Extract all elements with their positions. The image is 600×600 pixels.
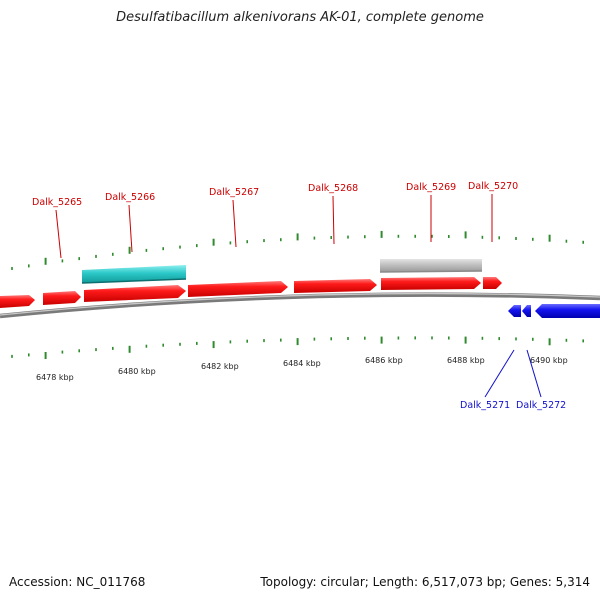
- scale-label: 6484 kbp: [283, 359, 321, 368]
- gene-label-dalk-5267[interactable]: Dalk_5267: [209, 187, 259, 198]
- gene-label-dalk-5271[interactable]: Dalk_5271: [460, 400, 510, 411]
- gene-label-leaders: [55, 194, 542, 398]
- gene-arrow-forward-dalk-5268[interactable]: [294, 279, 377, 293]
- gene-labels: Dalk_5265 Dalk_5266 Dalk_5267 Dalk_5268 …: [32, 181, 566, 411]
- gene-gray-feature[interactable]: [380, 259, 482, 272]
- scale-label: 6490 kbp: [530, 356, 568, 365]
- gene-label-dalk-5266[interactable]: Dalk_5266: [105, 192, 155, 203]
- gene-label-dalk-5268[interactable]: Dalk_5268: [308, 183, 358, 194]
- gene-arrow-reverse-dalk-5271[interactable]: [508, 305, 521, 317]
- page-title: Desulfatibacillum alkenivorans AK-01, co…: [116, 10, 484, 25]
- gene-label-dalk-5272[interactable]: Dalk_5272: [516, 400, 566, 411]
- scale-labels: 6478 kbp 6480 kbp 6482 kbp 6484 kbp 6486…: [36, 356, 568, 382]
- gene-arrow-forward[interactable]: [43, 291, 81, 305]
- gene-arrow-forward-dalk-5267[interactable]: [188, 281, 288, 297]
- genome-backbone: [0, 292, 600, 319]
- scale-label: 6486 kbp: [365, 356, 403, 365]
- genome-summary-text: Topology: circular; Length: 6,517,073 bp…: [260, 575, 590, 589]
- bottom-tick-marks: [11, 336, 585, 359]
- top-tick-marks: [11, 230, 585, 270]
- gene-highlight-cyan[interactable]: [82, 265, 186, 283]
- gene-arrow-forward-dalk-5269[interactable]: [381, 277, 481, 290]
- gene-label-dalk-5269[interactable]: Dalk_5269: [406, 182, 456, 193]
- gene-label-dalk-5265[interactable]: Dalk_5265: [32, 197, 82, 208]
- gene-arrow-reverse-dalk-5272[interactable]: [522, 305, 531, 317]
- scale-label: 6478 kbp: [36, 373, 74, 382]
- scale-label: 6488 kbp: [447, 356, 485, 365]
- gene-arrow-forward-dalk-5266[interactable]: [84, 285, 186, 302]
- gene-arrow-reverse[interactable]: [535, 304, 600, 318]
- gene-arrow-forward[interactable]: [0, 295, 35, 308]
- gene-arrow-forward-dalk-5270[interactable]: [483, 277, 502, 289]
- accession-text: Accession: NC_011768: [9, 575, 146, 589]
- scale-label: 6480 kbp: [118, 367, 156, 376]
- scale-label: 6482 kbp: [201, 362, 239, 371]
- gene-label-dalk-5270[interactable]: Dalk_5270: [468, 181, 518, 192]
